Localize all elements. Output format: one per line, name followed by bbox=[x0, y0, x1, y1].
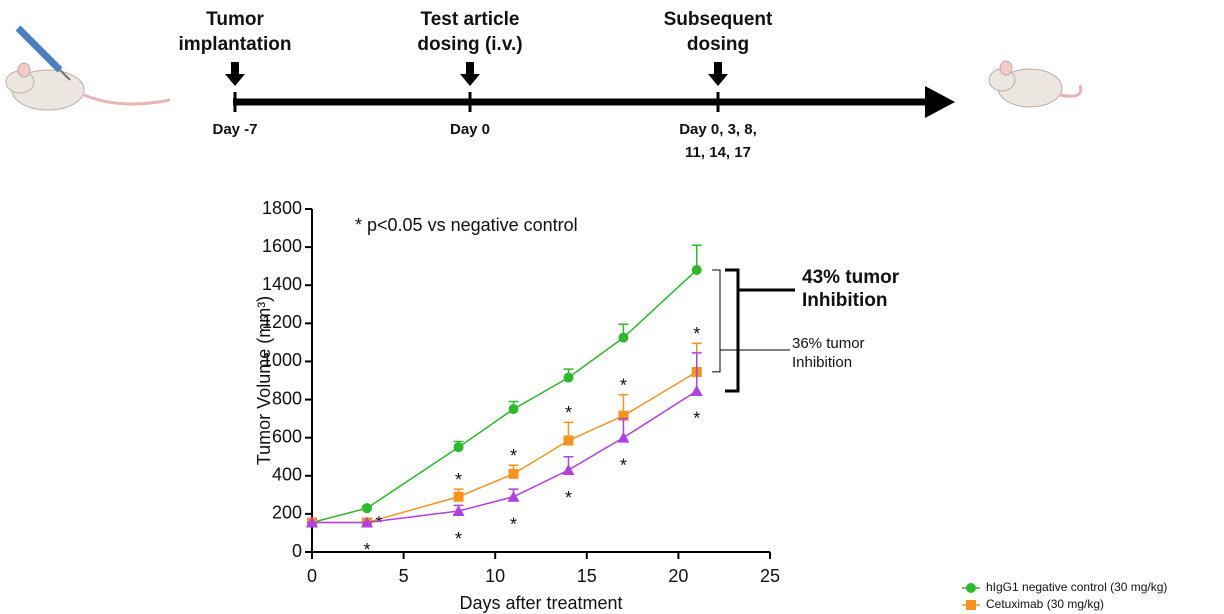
y-tick-label: 200 bbox=[272, 503, 302, 523]
point bbox=[562, 464, 575, 476]
point bbox=[618, 410, 629, 421]
annotation: 43% tumor bbox=[802, 267, 900, 288]
significance-star: * bbox=[455, 470, 462, 490]
timeline-axis bbox=[233, 86, 955, 118]
y-tick-label: 1000 bbox=[262, 350, 302, 370]
y-tick-label: 800 bbox=[272, 388, 302, 408]
bracket-43 bbox=[725, 268, 795, 393]
point bbox=[563, 435, 574, 446]
significance-star: * bbox=[565, 403, 572, 423]
significance-star: * bbox=[375, 513, 382, 533]
significance-star: * bbox=[620, 455, 627, 475]
significance-star: * bbox=[510, 446, 517, 466]
event-arrow bbox=[708, 62, 728, 86]
significance-star: * bbox=[455, 529, 462, 549]
point bbox=[361, 503, 372, 514]
y-tick-label: 1800 bbox=[262, 198, 302, 218]
annotation: Inhibition bbox=[792, 354, 852, 371]
x-tick-label: 10 bbox=[485, 566, 505, 586]
y-axis-label: Tumor Volume (mm³) bbox=[254, 296, 274, 465]
event-label: dosing bbox=[687, 34, 749, 55]
legend-marker bbox=[966, 583, 976, 593]
event-arrow bbox=[225, 62, 245, 86]
series-line bbox=[312, 390, 698, 524]
note: * p<0.05 vs negative control bbox=[355, 215, 578, 235]
point bbox=[508, 468, 519, 479]
legend-marker bbox=[966, 600, 976, 610]
event-label: Test article bbox=[421, 9, 520, 30]
point bbox=[563, 372, 574, 383]
point bbox=[306, 516, 318, 528]
legend-label: Cetuximab (30 mg/kg) bbox=[986, 597, 1104, 611]
significance-star: * bbox=[565, 488, 572, 508]
point bbox=[453, 442, 464, 453]
event-label: implantation bbox=[179, 34, 292, 55]
y-tick-label: 1600 bbox=[262, 236, 302, 256]
event-label: Subsequent bbox=[664, 9, 773, 30]
series-line bbox=[311, 269, 698, 524]
event-day: 11, 14, 17 bbox=[685, 144, 751, 161]
x-tick-label: 20 bbox=[668, 566, 688, 586]
y-tick-label: 0 bbox=[292, 541, 302, 561]
mouse-icon-left bbox=[5, 25, 171, 111]
point bbox=[360, 516, 373, 528]
point bbox=[618, 332, 629, 343]
mouse-icon-right bbox=[988, 60, 1083, 108]
x-axis-label: Days after treatment bbox=[459, 593, 622, 613]
x-tick-label: 0 bbox=[307, 566, 317, 586]
point bbox=[617, 431, 630, 443]
event-arrow bbox=[460, 62, 480, 86]
annotation: 36% tumor bbox=[792, 335, 865, 352]
event-day: Day -7 bbox=[212, 121, 257, 138]
event-label: Tumor bbox=[206, 9, 264, 30]
significance-star: * bbox=[693, 324, 700, 344]
x-tick-label: 15 bbox=[577, 566, 597, 586]
significance-star: * bbox=[620, 376, 627, 396]
point bbox=[690, 384, 703, 396]
significance-star: * bbox=[363, 540, 370, 560]
error-bar bbox=[691, 352, 702, 391]
annotation: Inhibition bbox=[802, 290, 887, 311]
point bbox=[691, 264, 702, 275]
y-tick-label: 1400 bbox=[262, 274, 302, 294]
point bbox=[453, 491, 464, 502]
event-label: dosing (i.v.) bbox=[417, 34, 522, 55]
significance-star: * bbox=[510, 514, 517, 534]
event-day: Day 0 bbox=[450, 121, 490, 138]
point bbox=[452, 505, 465, 517]
y-tick-label: 1200 bbox=[262, 312, 302, 332]
legend-label: hIgG1 negative control (30 mg/kg) bbox=[986, 580, 1167, 594]
point bbox=[508, 404, 519, 415]
y-tick-label: 400 bbox=[272, 465, 302, 485]
x-tick-label: 25 bbox=[760, 566, 780, 586]
point bbox=[507, 490, 520, 502]
x-tick-label: 5 bbox=[399, 566, 409, 586]
y-tick-label: 600 bbox=[272, 426, 302, 446]
bracket-36 bbox=[712, 269, 790, 373]
significance-star: * bbox=[693, 409, 700, 429]
event-day: Day 0, 3, 8, bbox=[679, 121, 757, 138]
